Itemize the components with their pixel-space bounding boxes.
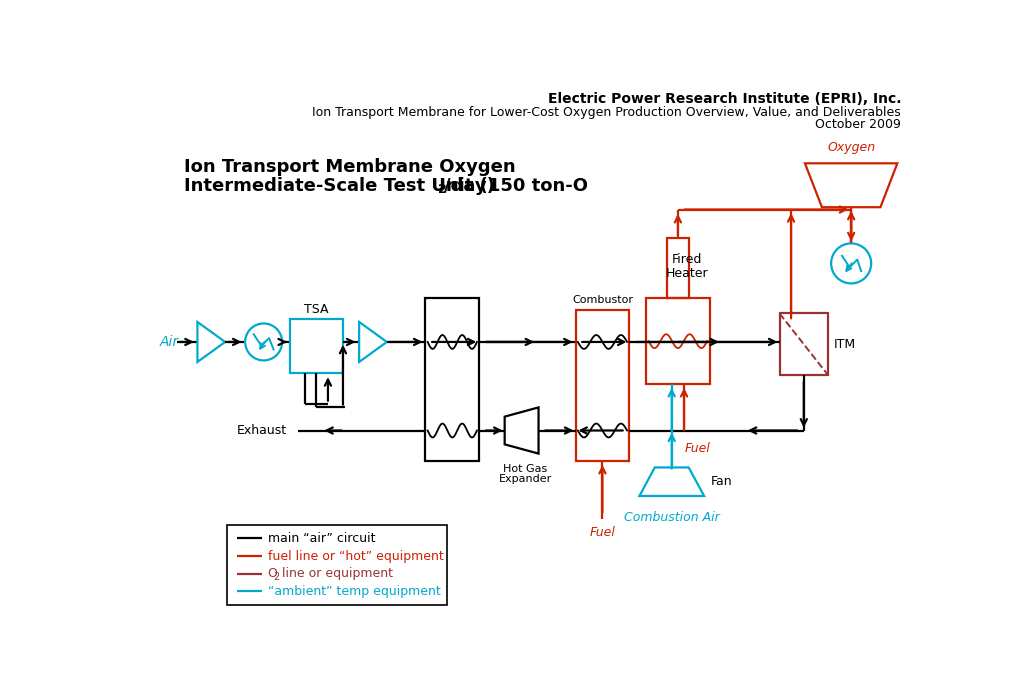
Text: Ion Transport Membrane for Lower-Cost Oxygen Production Overview, Value, and Del: Ion Transport Membrane for Lower-Cost Ox…	[312, 106, 901, 119]
Text: O: O	[268, 567, 277, 580]
Text: Fired: Fired	[672, 253, 703, 266]
Text: ITM: ITM	[834, 338, 856, 351]
Text: Fuel: Fuel	[589, 526, 616, 540]
Text: Combustion Air: Combustion Air	[624, 511, 720, 524]
Bar	[575, 309, 630, 461]
Text: Heater: Heater	[666, 267, 709, 280]
Text: 2: 2	[438, 183, 447, 196]
Bar	[667, 238, 688, 298]
Text: line or equipment: line or equipment	[277, 567, 392, 580]
Text: Electric Power Research Institute (EPRI), Inc.: Electric Power Research Institute (EPRI)…	[548, 92, 901, 106]
Bar	[779, 314, 828, 375]
Text: Fuel: Fuel	[685, 442, 711, 455]
Text: /day): /day)	[444, 176, 494, 195]
Text: fuel line or “hot” equipment: fuel line or “hot” equipment	[268, 550, 443, 563]
Text: Exhaust: Exhaust	[237, 424, 287, 437]
Text: Combustor: Combustor	[572, 295, 633, 305]
Text: Air: Air	[160, 335, 179, 349]
Text: Intermediate-Scale Test Unit (150 ton-O: Intermediate-Scale Test Unit (150 ton-O	[184, 176, 588, 195]
Text: Fan: Fan	[711, 475, 732, 488]
Text: main “air” circuit: main “air” circuit	[268, 532, 375, 545]
Text: Oxygen: Oxygen	[827, 141, 876, 155]
Bar	[227, 525, 447, 605]
Text: Expander: Expander	[498, 474, 552, 484]
Text: October 2009: October 2009	[815, 118, 901, 132]
Text: 2: 2	[274, 572, 280, 582]
Text: Ion Transport Membrane Oxygen: Ion Transport Membrane Oxygen	[184, 158, 516, 176]
Text: Hot Gas: Hot Gas	[503, 464, 548, 474]
Text: “ambient” temp equipment: “ambient” temp equipment	[268, 585, 440, 598]
Bar	[426, 298, 479, 461]
Text: TSA: TSA	[304, 303, 329, 316]
Bar	[646, 298, 711, 384]
Bar	[290, 319, 343, 372]
